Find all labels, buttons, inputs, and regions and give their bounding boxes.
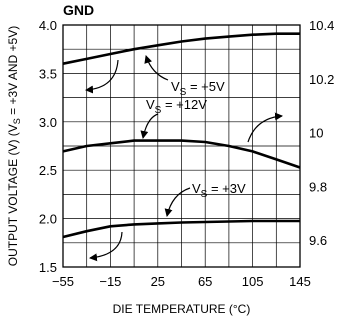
chart-title: GND: [63, 2, 94, 18]
y2-tick-label: 10.2: [309, 72, 334, 87]
y-tick-label: 1.5: [39, 260, 57, 275]
annotation-vs3: VS = +3V: [89, 181, 246, 262]
y2-tick-label: 10.4: [309, 18, 334, 33]
x-tick-labels: −55 −15 25 65 105 145: [52, 274, 311, 289]
annotation-arrow-vs5-label: [144, 55, 169, 81]
x-tick-label: 25: [151, 274, 165, 289]
y-tick-label: 2.0: [39, 212, 57, 227]
annotation-arrow-vs12-left: [140, 113, 159, 139]
grid: [63, 25, 300, 267]
series-line-2: [62, 219, 300, 239]
x-axis-label: DIE TEMPERATURE (°C): [113, 302, 251, 316]
x-tick-label: −15: [99, 274, 121, 289]
annotation-vs12: VS = +12V: [140, 97, 283, 143]
series-label-vs12: VS = +12V: [146, 97, 207, 116]
x-tick-label: 105: [242, 274, 264, 289]
series-line-1: [62, 139, 301, 169]
x-tick-label: 65: [198, 274, 212, 289]
y2-tick-labels: 9.6 9.8 10 10.2 10.4: [309, 18, 334, 248]
y-tick-labels: 1.5 2.0 2.5 3.0 3.5 4.0: [39, 18, 57, 275]
series-label-vs5: VS = +5V: [171, 79, 225, 98]
annotation-arrow-vs5-left: [85, 59, 119, 94]
series-line-0: [62, 32, 300, 65]
annotation-arrow-vs3-left: [89, 231, 123, 262]
y-tick-label: 2.5: [39, 163, 57, 178]
y2-tick-label: 10: [309, 126, 323, 141]
plot-frame: [62, 24, 301, 268]
y-tick-label: 3.0: [39, 115, 57, 130]
y-axis-label: OUTPUT VOLTAGE (V) (VS = +3V AND +5V): [6, 26, 22, 266]
annotation-arrow-vs3-label: [164, 187, 191, 217]
annotation-arrow-vs12-right: [247, 112, 283, 143]
x-tick-label: −55: [52, 274, 74, 289]
series-label-vs3: VS = +3V: [192, 181, 246, 200]
x-tick-label: 145: [289, 274, 311, 289]
y2-tick-label: 9.8: [309, 179, 327, 194]
y2-tick-label: 9.6: [309, 233, 327, 248]
annotation-vs5: VS = +5V: [85, 55, 225, 98]
y-tick-label: 3.5: [39, 66, 57, 81]
series-lines: [62, 32, 301, 239]
y-tick-label: 4.0: [39, 18, 57, 33]
